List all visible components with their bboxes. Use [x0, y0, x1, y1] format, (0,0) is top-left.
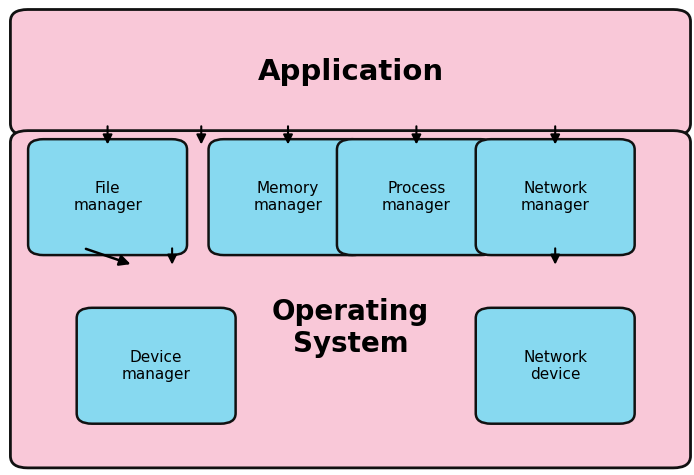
- FancyBboxPatch shape: [28, 139, 187, 255]
- FancyBboxPatch shape: [476, 308, 634, 424]
- Text: Network
manager: Network manager: [520, 181, 590, 213]
- FancyBboxPatch shape: [77, 308, 236, 424]
- Text: Operating
System: Operating System: [272, 297, 429, 358]
- FancyBboxPatch shape: [10, 10, 691, 135]
- FancyBboxPatch shape: [337, 139, 496, 255]
- Text: Network
device: Network device: [523, 350, 587, 382]
- FancyBboxPatch shape: [10, 131, 691, 468]
- FancyBboxPatch shape: [476, 139, 634, 255]
- Text: Application: Application: [257, 58, 443, 86]
- Text: Device
manager: Device manager: [121, 350, 191, 382]
- Text: Process
manager: Process manager: [382, 181, 451, 213]
- FancyBboxPatch shape: [208, 139, 367, 255]
- Text: Memory
manager: Memory manager: [253, 181, 323, 213]
- Text: File
manager: File manager: [73, 181, 142, 213]
